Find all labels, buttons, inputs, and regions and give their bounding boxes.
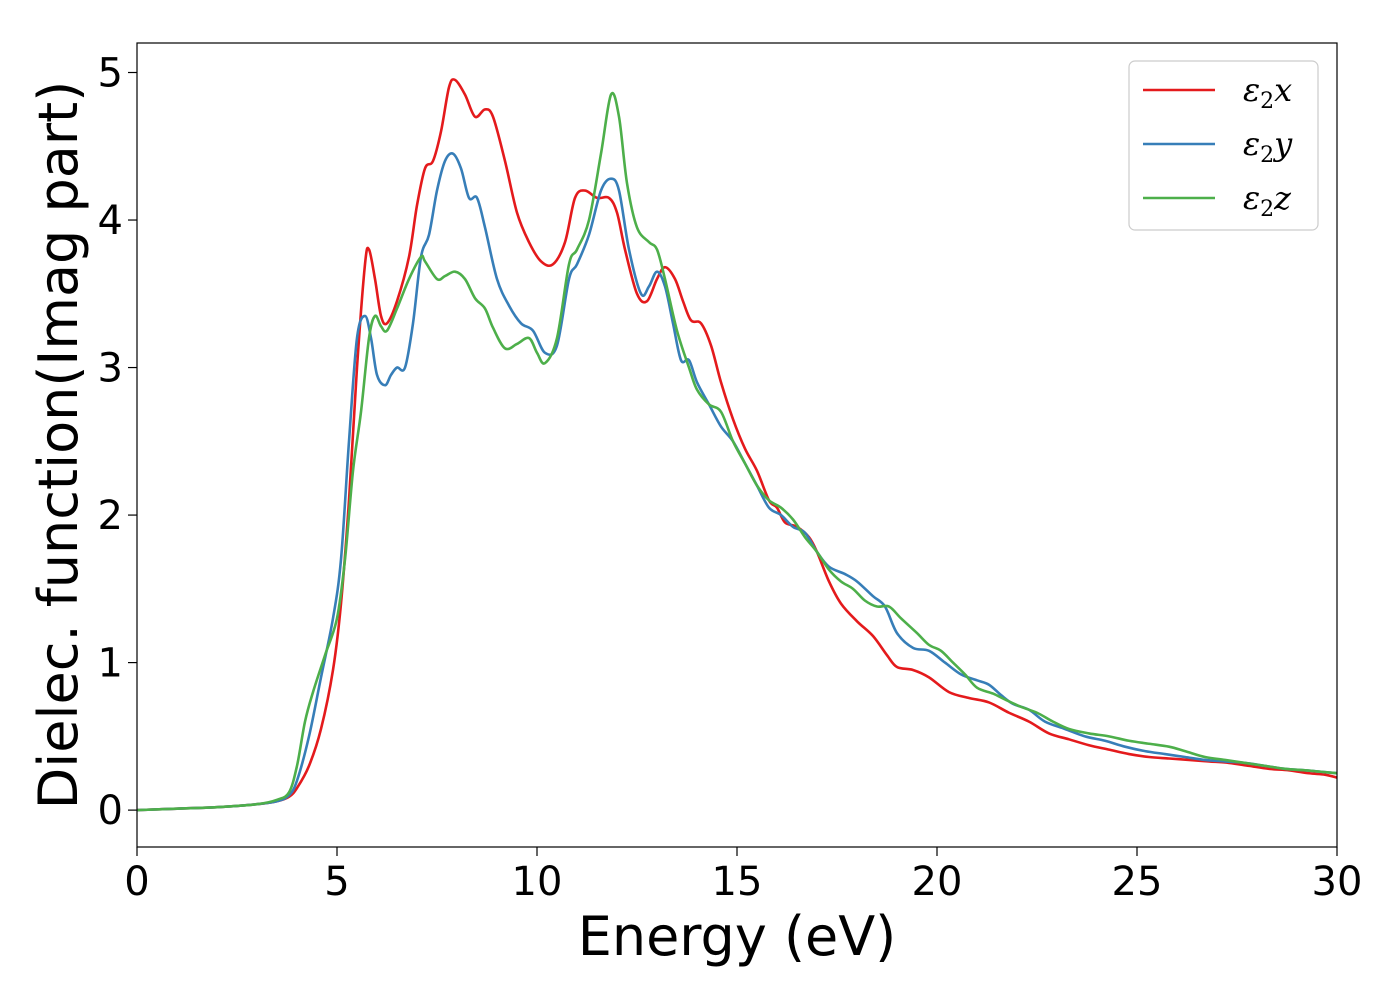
x-tick-label: 25 <box>1112 859 1163 905</box>
y-tick-label: 0 <box>98 788 123 834</box>
y-tick-label: 3 <box>98 346 123 392</box>
legend-label: ε2x <box>1243 71 1292 114</box>
x-tick-label: 30 <box>1312 859 1363 905</box>
y-axis: 0 1 2 3 4 5 <box>98 51 137 834</box>
series-lines <box>137 78 1337 812</box>
y-tick-label: 2 <box>98 493 123 539</box>
legend-box <box>1128 60 1319 231</box>
x-tick-label: 20 <box>912 859 963 905</box>
legend-label: ε2z <box>1243 179 1292 222</box>
x-tick-label: 0 <box>124 859 149 905</box>
series-line-z <box>137 91 1337 812</box>
x-axis: 0 5 10 15 20 25 30 <box>124 847 1362 905</box>
x-tick-label: 5 <box>324 859 349 905</box>
y-tick-label: 4 <box>98 198 123 244</box>
y-tick-label: 1 <box>98 641 123 687</box>
legend-entry-x: ε2x <box>1143 71 1292 114</box>
series-line-y <box>137 152 1337 812</box>
y-tick-label: 5 <box>98 51 123 97</box>
legend-label: ε2y <box>1243 125 1293 168</box>
legend-entry-z: ε2z <box>1143 179 1292 222</box>
x-tick-label: 15 <box>712 859 763 905</box>
legend-entry-y: ε2y <box>1143 125 1293 168</box>
x-tick-label: 10 <box>512 859 563 905</box>
y-axis-title: Dielec. function(Imag part) <box>27 81 90 810</box>
legend: ε2x ε2y ε2z <box>1128 60 1319 231</box>
series-line-x <box>137 78 1337 812</box>
x-axis-title: Energy (eV) <box>578 905 897 968</box>
